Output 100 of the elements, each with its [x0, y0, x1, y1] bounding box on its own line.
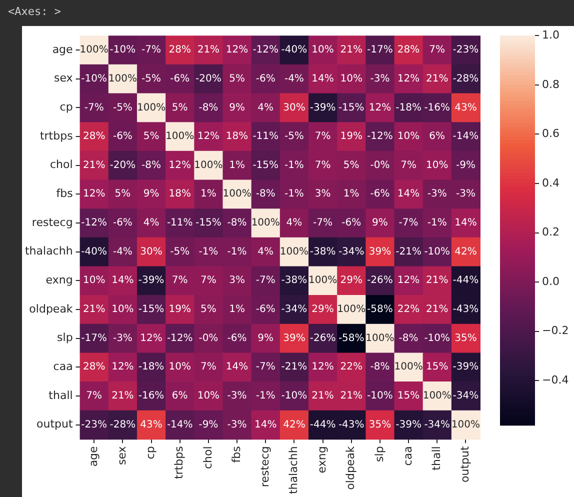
data-label: 10% [340, 73, 362, 84]
y-tick-label: fbs [56, 187, 74, 200]
data-label: 7% [314, 160, 331, 171]
data-label: 35% [368, 419, 392, 430]
data-label: -3% [370, 73, 390, 84]
data-label: 15% [397, 390, 420, 402]
data-label: 100% [280, 246, 308, 258]
data-label: -10% [367, 390, 393, 402]
data-label: -7% [256, 362, 276, 373]
data-label: 19% [168, 304, 191, 316]
data-label: 18% [226, 131, 248, 142]
data-label: 4% [258, 246, 274, 258]
data-label: -5% [284, 131, 304, 142]
data-label: 21% [426, 275, 448, 286]
data-label: 30% [140, 246, 162, 258]
data-label: 5% [143, 131, 160, 142]
data-label: -26% [310, 332, 336, 344]
data-label: 5% [343, 160, 360, 171]
data-label: 7% [172, 275, 188, 286]
data-label: -10% [424, 332, 450, 344]
data-label: 28% [397, 44, 420, 56]
data-label: -1% [198, 246, 218, 258]
y-tick-label: thall [48, 388, 73, 402]
data-label: 6% [172, 390, 188, 402]
data-label: -12% [252, 44, 279, 56]
data-label: 5% [172, 102, 188, 114]
color-bar-label: 0.0 [542, 274, 560, 288]
data-label: -21% [281, 362, 308, 373]
data-label: 21% [312, 390, 334, 402]
data-label: -17% [81, 332, 108, 344]
data-label: -12% [367, 131, 393, 142]
x-tick-label: thalachh [287, 446, 300, 494]
data-label: 21% [426, 304, 448, 316]
data-label: 10% [112, 304, 134, 316]
data-label: -14% [166, 419, 193, 430]
data-label: 28% [168, 44, 191, 56]
y-tick-label: output [36, 418, 74, 431]
data-label: 19% [340, 131, 362, 142]
data-label: 39% [368, 246, 392, 258]
data-label: -34% [424, 419, 450, 430]
data-label: -6% [112, 218, 132, 229]
data-label: -7% [256, 275, 276, 286]
data-label: -15% [252, 160, 279, 171]
data-label: -0% [370, 160, 390, 171]
data-label: 1% [200, 188, 216, 200]
data-label: 12% [312, 362, 334, 373]
data-label: 100% [422, 390, 452, 402]
data-label: 21% [340, 44, 362, 56]
data-label: 7% [200, 362, 216, 373]
data-label: 3% [229, 275, 245, 286]
data-label: -7% [142, 44, 162, 56]
data-label: 100% [222, 188, 252, 200]
data-label: -5% [112, 102, 132, 114]
x-tick-label: oldpeak [344, 446, 358, 490]
data-label: -7% [398, 218, 418, 229]
data-label: -6% [112, 131, 132, 142]
data-label: -38% [310, 246, 336, 258]
data-label: 12% [82, 188, 106, 200]
data-label: -4% [284, 73, 304, 84]
data-label: -7% [84, 102, 104, 114]
data-label: 100% [166, 131, 194, 142]
data-label: 10% [82, 275, 106, 286]
x-tick-label: slp [372, 446, 386, 462]
data-label: 7% [400, 160, 416, 171]
data-label: -5% [170, 246, 190, 258]
y-tick-label: chol [50, 158, 73, 172]
x-tick-label: thall [430, 446, 443, 470]
data-label: -1% [256, 390, 276, 402]
x-tick-label: age [86, 446, 100, 467]
color-bar-label: −0.4 [542, 373, 569, 386]
data-label: -39% [310, 102, 336, 114]
y-tick-label: restecg [32, 216, 73, 229]
data-label: -28% [452, 73, 479, 84]
x-tick-label: trtbps [172, 446, 186, 480]
data-label: -14% [452, 131, 479, 142]
data-label: -17% [367, 44, 393, 56]
data-label: 10% [168, 362, 191, 373]
data-label: -8% [198, 102, 218, 114]
data-label: 18% [168, 188, 191, 200]
data-label: -1% [284, 188, 304, 200]
y-tick-label: slp [57, 331, 73, 344]
color-bar-label: 0.6 [542, 127, 560, 140]
data-label: -26% [367, 275, 393, 286]
color-bar-label: 1.0 [542, 28, 560, 42]
data-label: 12% [112, 362, 134, 373]
data-label: 12% [397, 73, 420, 84]
data-label: -10% [424, 246, 450, 258]
data-label: -20% [110, 160, 136, 171]
data-label: -6% [227, 332, 247, 344]
data-label: -9% [198, 419, 218, 430]
data-label: -44% [310, 419, 336, 430]
color-bar-label: 0.8 [542, 78, 560, 91]
x-tick-label: restecg [258, 446, 272, 488]
data-label: 21% [197, 44, 220, 56]
data-label: -34% [338, 246, 364, 258]
data-label: 6% [429, 131, 446, 142]
y-tick-label: caa [53, 360, 73, 373]
data-label: 9% [229, 102, 245, 114]
data-label: -40% [81, 246, 108, 258]
data-label: 100% [108, 73, 137, 84]
